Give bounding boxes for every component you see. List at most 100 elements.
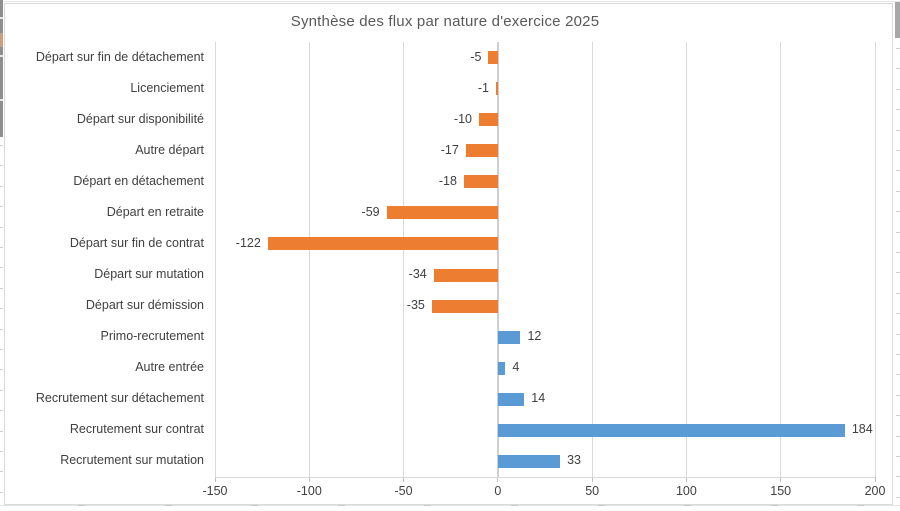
sheet-gridline-tick [896,394,900,396]
sheet-gridline-tick [896,170,900,172]
sheet-gridline-tick [0,308,3,310]
category-label: Départ sur démission [85,298,204,313]
sheet-gridline-tick [0,185,3,187]
x-axis-tick-label: -50 [394,484,413,498]
bar-negative [433,268,498,282]
scrollbar-thumb[interactable] [895,2,900,38]
sheet-gridline-tick [896,129,900,131]
sheet-gridline-tick [896,190,900,192]
gridline [214,42,216,477]
sheet-top-gridline [0,1,900,2]
value-label: -17 [440,142,459,157]
sheet-gridline-tick [0,145,3,146]
sheet-gridline-tick [78,504,85,506]
left-edge-strip-gap [0,17,3,19]
bar-negative [267,237,498,251]
gridline [874,42,876,477]
left-edge-strip-gap [0,99,3,101]
x-axis-tick-label: 50 [585,484,600,498]
sheet-bottom-gridline [0,505,900,506]
category-label: Départ sur disponibilité [76,111,204,126]
sheet-gridline-tick [896,150,900,151]
x-axis-tick [685,477,687,482]
category-label: Autre entrée [135,360,204,375]
chart-title: Synthèse des flux par nature d'exercice … [290,13,600,30]
category-label: Primo-recrutement [100,329,205,344]
x-axis-tick-label: 100 [675,484,697,498]
bar-positive [497,392,525,406]
left-edge-strip-gap [0,55,3,57]
sheet-gridline-tick [0,410,3,412]
gridline [780,42,782,477]
category-label: Départ sur mutation [94,267,204,282]
bar-positive [497,423,845,437]
category-label: Recrutement sur mutation [60,453,204,468]
category-label: Départ en détachement [73,173,204,188]
value-label: 12 [527,329,542,344]
value-label: -5 [470,49,482,64]
sheet-gridline-tick [896,292,900,294]
value-label: -59 [361,204,380,219]
sheet-gridline-tick [896,88,900,90]
value-label: -35 [406,298,425,313]
sheet-gridline-tick [0,430,3,432]
bar-negative [465,144,498,158]
sheet-gridline-tick [337,504,345,506]
sheet-gridline-tick [857,504,865,506]
sheet-gridline-tick [0,471,3,473]
value-label: 33 [567,453,581,468]
value-label: 14 [531,391,546,406]
sheet-gridline-tick [0,206,3,208]
sheet-gridline-tick [896,456,900,457]
sheet-gridline-tick [896,354,900,355]
x-axis-tick-label: 200 [864,484,886,498]
sheet-gridline-tick [0,287,3,289]
x-axis-tick [780,477,782,482]
sheet-gridline-tick [0,247,3,248]
value-label: -122 [235,235,261,250]
x-axis-tick-label: -150 [202,484,228,498]
gridline [591,42,593,477]
sheet-gridline-tick [251,504,259,506]
x-axis-tick [874,477,876,482]
sheet-gridline-tick [0,328,3,330]
sheet-gridline-tick [770,504,778,506]
bar-negative [479,113,498,127]
left-edge-strip-accent [0,33,3,47]
value-label: -34 [408,267,427,282]
sheet-gridline-tick [896,476,900,478]
category-label: Recrutement sur détachement [35,391,204,406]
value-label: 4 [512,360,520,375]
bar-negative [495,82,498,96]
sheet-gridline-tick [896,48,900,49]
bar-positive [497,330,521,344]
sheet-gridline-tick [896,252,900,253]
sheet-gridline-tick [164,504,172,506]
x-axis-tick [214,477,216,482]
x-axis-tick [308,477,310,482]
x-axis-tick-label: 150 [770,484,792,498]
sheet-gridline-tick [424,504,432,506]
zero-axis-line [496,42,499,477]
sheet-gridline-tick [896,435,900,437]
chart-border [4,3,893,505]
bar-negative [463,175,498,189]
sheet-gridline-tick [0,349,3,350]
category-label: Recrutement sur contrat [69,422,204,437]
x-axis-tick [591,477,593,482]
sheet-gridline-tick [896,313,900,315]
bar-negative [488,51,498,65]
sheet-gridline-tick [896,415,900,417]
value-label: 184 [851,422,873,437]
sheet-gridline-tick [684,504,692,506]
sheet-gridline-tick [0,165,3,167]
sheet-gridline-tick [0,267,3,269]
x-axis-tick [403,477,405,482]
category-label: Autre départ [135,142,204,157]
sheet-gridline-tick [0,389,3,391]
value-label: -1 [477,80,489,95]
sheet-gridline-tick [896,68,900,70]
bar-positive [497,454,561,468]
x-axis-tick-label: -100 [296,484,322,498]
